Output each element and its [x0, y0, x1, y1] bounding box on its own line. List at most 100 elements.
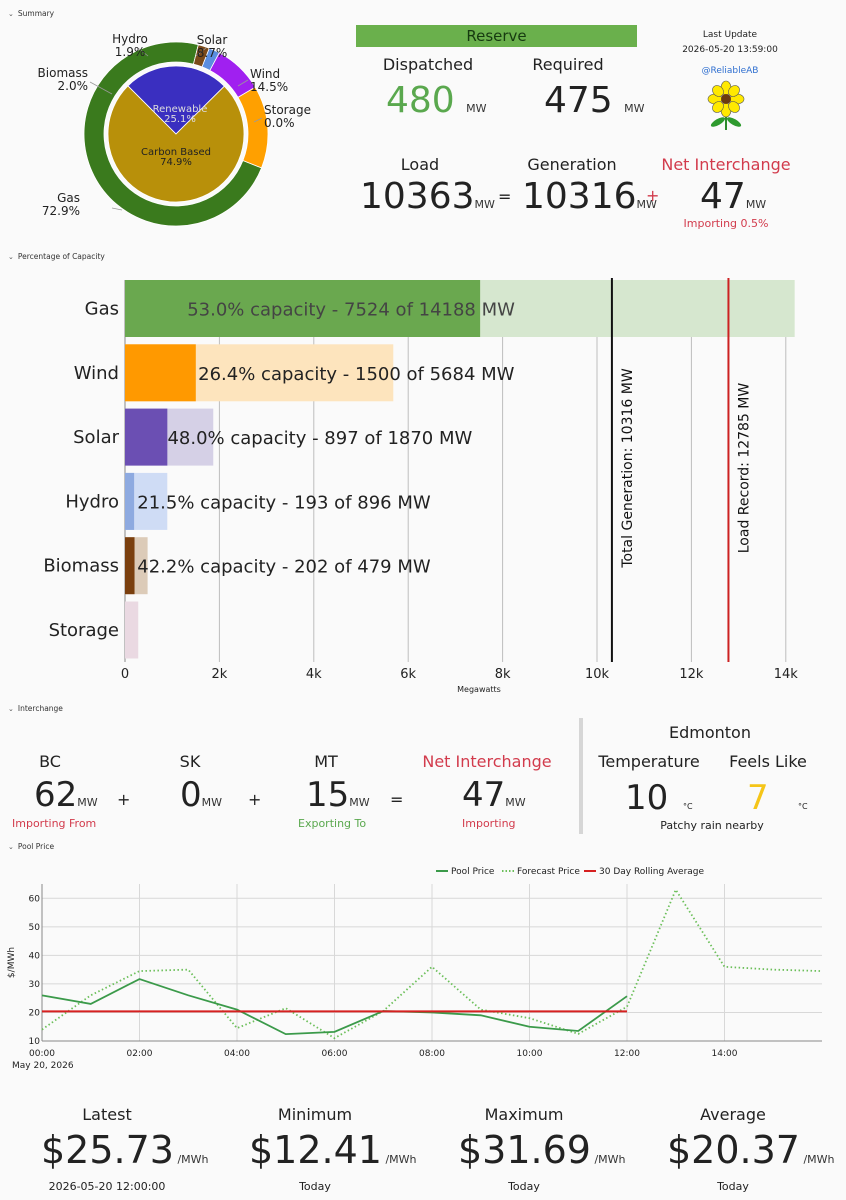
pool-y-tick: 40 [29, 951, 41, 961]
capacity-row-label-wind: Wind [74, 363, 119, 384]
handle-link[interactable]: @ReliableAB [701, 66, 759, 76]
capacity-row-text-solar: 48.0% capacity - 897 of 1870 MW [167, 428, 472, 449]
pool-x-tick: 08:00 [419, 1049, 445, 1059]
last-update-label: Last Update [702, 30, 758, 40]
donut-leader-wind [237, 79, 249, 87]
capacity-row-label-gas: Gas [85, 299, 119, 320]
donut-label-hydro-pct: 1.9% [115, 45, 146, 59]
required-label: Required [532, 55, 604, 74]
summary-section-header[interactable]: ⌄ Summary [8, 9, 54, 18]
series-line-pool-price [41, 978, 628, 1036]
net-interchange-sub: Importing 0.5% [683, 217, 769, 230]
stat-value-maximum: $31.69 /MWh [458, 1128, 626, 1172]
price-stats-row: Latest $25.73 /MWh 2026-05-20 12:00:00 Mini… [0, 1100, 846, 1200]
generation-label: Generation [527, 155, 617, 174]
donut-slice-gas [83, 41, 263, 227]
dispatched-value: 480 MW [386, 80, 487, 121]
mt-sub: Exporting To [298, 817, 367, 830]
weather-condition: Patchy rain nearby [660, 819, 764, 832]
mt-label: MT [314, 752, 338, 771]
stat-label-maximum: Maximum [484, 1105, 564, 1124]
chevron-down-icon[interactable]: ⌄ [8, 252, 14, 261]
bc-value: 62MW [34, 775, 98, 815]
weather-city: Edmonton [669, 723, 751, 742]
capacity-x-tick: 0 [121, 667, 129, 682]
donut-label-biomass-pct: 2.0% [58, 79, 89, 93]
pool-x-tick: 14:00 [712, 1049, 738, 1059]
plus-sign: + [646, 186, 660, 205]
donut-slice-renewable [127, 65, 225, 135]
pool-section-header[interactable]: ⌄ Pool Price [8, 842, 54, 851]
net-interchange-label: Net Interchange [661, 155, 791, 174]
capacity-x-tick: 4k [306, 667, 322, 682]
stat-label-average: Average [700, 1105, 766, 1124]
bc-sub: Importing From [12, 817, 97, 830]
feels-like-label: Feels Like [729, 752, 807, 771]
donut-label-gas: Gas [57, 191, 80, 205]
generation-bar-wind [125, 344, 196, 402]
stat-value-average: $20.37 /MWh [667, 1128, 835, 1172]
net-interchange-sub: Importing [462, 817, 516, 830]
pool-x-tick: 00:00 [29, 1049, 55, 1059]
donut-label-renewable: Renewable [153, 104, 208, 115]
chevron-down-icon[interactable]: ⌄ [8, 842, 14, 851]
pool-y-tick: 50 [29, 923, 41, 933]
capacity-x-tick: 12k [679, 667, 704, 682]
equals-sign: = [498, 187, 512, 206]
capacity-row-text-gas: 53.0% capacity - 7524 of 14188 MW [187, 300, 515, 321]
capacity-row-text-wind: 26.4% capacity - 1500 of 5684 MW [198, 364, 514, 385]
last-update-time: 2026-05-20 13:59:00 [682, 45, 778, 55]
donut-label-storage-pct: 0.0% [264, 116, 295, 130]
pool-y-tick: 10 [29, 1037, 41, 1047]
vertical-divider [579, 718, 583, 834]
stat-value-latest: $25.73 /MWh [41, 1128, 209, 1172]
chevron-down-icon[interactable]: ⌄ [8, 704, 14, 713]
pool-price-line-chart: Pool Price Forecast Price 30 Day Rolling A… [7, 867, 823, 1071]
section-title: Interchange [17, 704, 63, 713]
capacity-section-header[interactable]: ⌄ Percentage of Capacity [8, 252, 105, 261]
capacity-row-label-biomass: Biomass [43, 556, 119, 577]
load-record-label: Load Record: 12785 MW [736, 383, 752, 554]
pool-x-tick: 10:00 [517, 1049, 543, 1059]
capacity-row-label-storage: Storage [49, 620, 119, 641]
capacity-x-tick: 6k [400, 667, 416, 682]
donut-leader-storage [253, 117, 263, 123]
donut-leader-biomass [89, 81, 113, 95]
donut-label-renewable-pct: 25.1% [164, 114, 196, 125]
donut-leader-gas [111, 207, 123, 211]
series-line-forecast-price [41, 887, 823, 1040]
donut-label-biomass: Biomass [38, 66, 88, 80]
section-title: Percentage of Capacity [17, 252, 105, 261]
capacity-x-tick: 2k [211, 667, 227, 682]
pool-x-tick: 02:00 [127, 1049, 153, 1059]
net-interchange-label: Net Interchange [422, 752, 552, 771]
stat-label-minimum: Minimum [277, 1105, 353, 1124]
plus-sign: + [117, 790, 131, 809]
chevron-down-icon[interactable]: ⌄ [8, 9, 14, 18]
reserve-banner: Reserve [356, 25, 637, 47]
pool-y-tick: 20 [29, 1008, 41, 1018]
donut-label-storage: Storage [264, 103, 311, 117]
section-title: Pool Price [17, 842, 55, 851]
stat-sub-maximum: Today [508, 1180, 540, 1193]
donut-label-carbon: Carbon Based [141, 147, 211, 158]
interchange-section-header[interactable]: ⌄ Interchange [8, 704, 63, 713]
legend-label-0: Pool Price [451, 867, 495, 877]
load-label: Load [400, 155, 440, 174]
load-value: 10363MW [360, 176, 495, 217]
donut-leader-solar [195, 47, 207, 57]
donut-label-gas-pct: 72.9% [42, 204, 80, 218]
capacity-x-tick: 14k [774, 667, 799, 682]
donut-label-solar: Solar [197, 33, 228, 47]
bc-label: BC [39, 752, 61, 771]
pool-y-tick: 30 [29, 980, 41, 990]
sk-label: SK [179, 752, 201, 771]
flower-logo-icon [707, 80, 745, 130]
section-title: Summary [17, 9, 55, 18]
stat-value-minimum: $12.41 /MWh [249, 1128, 417, 1172]
plus-sign: + [248, 790, 262, 809]
donut-leader-hydro [137, 47, 149, 57]
donut-slice-carbon-based [107, 85, 245, 203]
pool-x-tick: 04:00 [224, 1049, 250, 1059]
